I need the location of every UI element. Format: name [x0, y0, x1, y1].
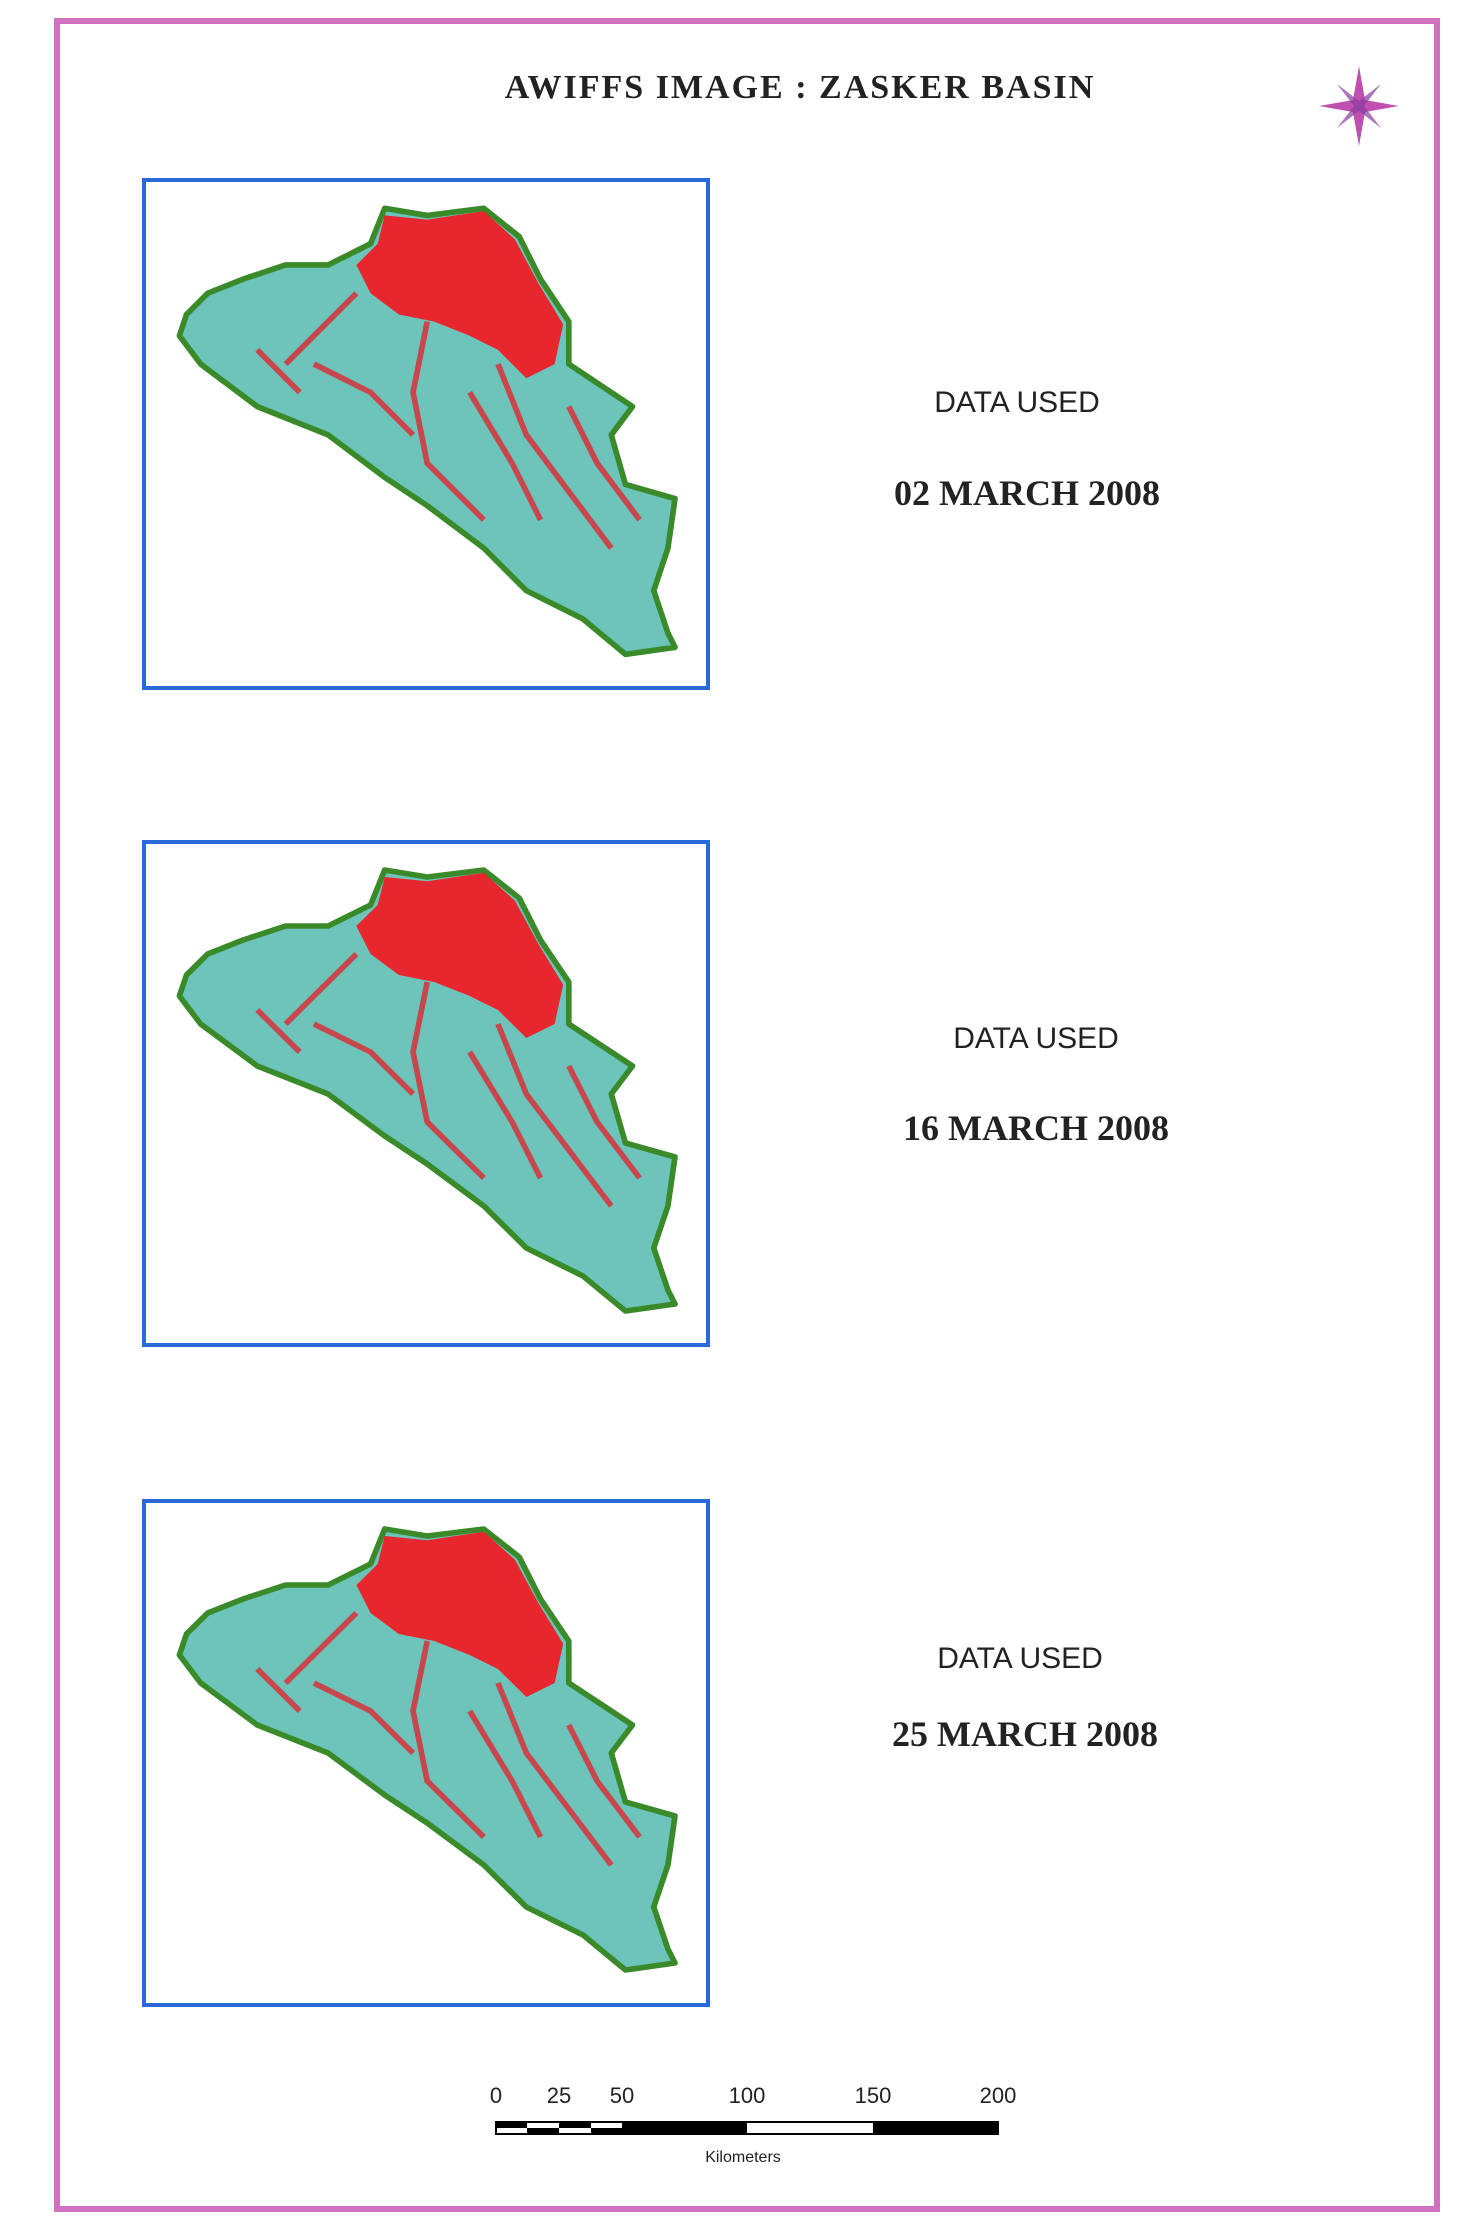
scale-tick-label: 200: [980, 2083, 1017, 2108]
data-date: 02 MARCH 2008: [894, 473, 1160, 513]
scale-tick-label: 150: [855, 2083, 892, 2108]
north-arrow: [1319, 66, 1399, 146]
page-border: [54, 18, 1440, 2212]
data-label: DATA USED: [934, 386, 1100, 419]
scale-tick-label: 25: [547, 2083, 571, 2108]
data-label: DATA USED: [937, 1642, 1103, 1675]
scale-tick-label: 50: [610, 2083, 634, 2108]
scale-bar: 0 25 50 100 150 200 Kilometers: [490, 2083, 1016, 2166]
scale-unit: Kilometers: [705, 2149, 781, 2166]
data-date: 16 MARCH 2008: [903, 1108, 1169, 1148]
map-title: AWIFFS IMAGE : ZASKER BASIN: [505, 69, 1096, 106]
data-label: DATA USED: [953, 1022, 1119, 1055]
scale-tick-label: 100: [729, 2083, 766, 2108]
data-date: 25 MARCH 2008: [892, 1714, 1158, 1754]
scale-tick-label: 0: [490, 2083, 502, 2108]
